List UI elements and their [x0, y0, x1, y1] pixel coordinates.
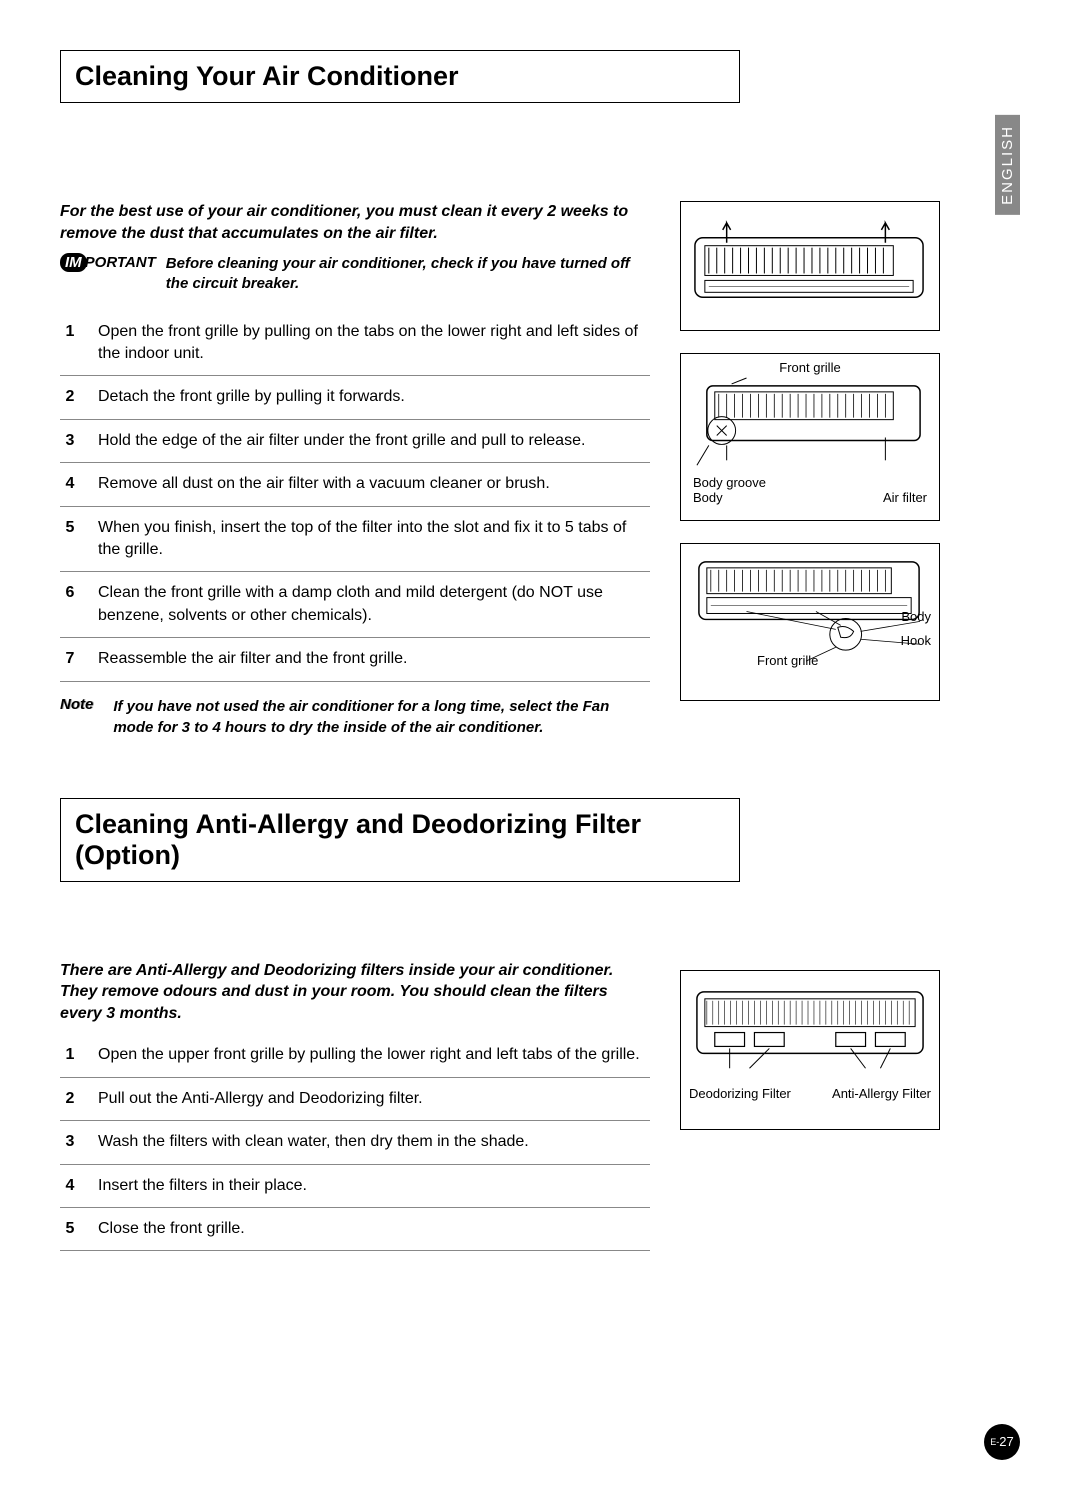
section-title: Cleaning Anti-Allergy and Deodorizing Fi… — [75, 809, 725, 871]
note-text: If you have not used the air conditioner… — [113, 696, 650, 738]
section-title-box: Cleaning Anti-Allergy and Deodorizing Fi… — [60, 798, 740, 882]
intro-text: There are Anti-Allergy and Deodorizing f… — [60, 960, 650, 1025]
step-row: 4 Insert the filters in their place. — [60, 1165, 650, 1208]
diagram-label: Body groove — [693, 475, 766, 491]
step-row: 3 Wash the filters with clean water, then… — [60, 1121, 650, 1164]
step-text: When you finish, insert the top of the f… — [98, 517, 650, 562]
step-text: Remove all dust on the air filter with a… — [98, 473, 650, 495]
step-row: 2 Pull out the Anti-Allergy and Deodorizi… — [60, 1078, 650, 1121]
step-number: 6 — [60, 582, 80, 627]
step-number: 1 — [60, 1044, 80, 1066]
step-text: Reassemble the air filter and the front … — [98, 648, 650, 670]
step-text: Insert the filters in their place. — [98, 1175, 650, 1197]
step-text: Open the upper front grille by pulling t… — [98, 1044, 650, 1066]
step-number: 4 — [60, 473, 80, 495]
step-row: 2 Detach the front grille by pulling it f… — [60, 376, 650, 419]
step-number: 2 — [60, 386, 80, 408]
diagram-label: Hook — [901, 633, 931, 649]
step-number: 7 — [60, 648, 80, 670]
step-number: 5 — [60, 1218, 80, 1240]
note-callout: Note If you have not used the air condit… — [60, 696, 650, 738]
reassemble-icon — [687, 550, 933, 667]
diagram-label: Body — [693, 490, 766, 506]
step-row: 6 Clean the front grille with a damp clot… — [60, 572, 650, 638]
step-text: Wash the filters with clean water, then … — [98, 1131, 650, 1153]
diagram-label: Deodorizing Filter — [689, 1086, 791, 1102]
section-cleaning: Cleaning Your Air Conditioner For the be… — [60, 50, 1020, 738]
diagram-label: Body — [901, 609, 931, 625]
step-number: 5 — [60, 517, 80, 562]
section-filter: Cleaning Anti-Allergy and Deodorizing Fi… — [60, 798, 1020, 1252]
step-row: 1 Open the front grille by pulling on the… — [60, 311, 650, 377]
section-title-box: Cleaning Your Air Conditioner — [60, 50, 740, 103]
diagram-ac-unit — [680, 201, 940, 331]
step-number: 1 — [60, 321, 80, 366]
diagram-label: Front grille — [779, 360, 840, 375]
step-text: Hold the edge of the air filter under th… — [98, 430, 650, 452]
step-row: 7 Reassemble the air filter and the front… — [60, 638, 650, 681]
diagram-reassemble: Body Hook Front grille — [680, 543, 940, 701]
diagram-label: Air filter — [883, 490, 927, 506]
step-row: 1 Open the upper front grille by pulling … — [60, 1034, 650, 1077]
important-callout: IMPORTANT Before cleaning your air condi… — [60, 254, 650, 295]
step-row: 5 Close the front grille. — [60, 1208, 650, 1251]
diagram-label: Anti-Allergy Filter — [832, 1086, 931, 1102]
step-text: Clean the front grille with a damp cloth… — [98, 582, 650, 627]
step-text: Close the front grille. — [98, 1218, 650, 1240]
step-text: Pull out the Anti-Allergy and Deodorizin… — [98, 1088, 650, 1110]
filters-icon — [687, 977, 933, 1086]
step-row: 4 Remove all dust on the air filter with … — [60, 463, 650, 506]
diagram-filters: Deodorizing Filter Anti-Allergy Filter — [680, 970, 940, 1130]
step-row: 5 When you finish, insert the top of the … — [60, 507, 650, 573]
step-number: 2 — [60, 1088, 80, 1110]
step-number: 4 — [60, 1175, 80, 1197]
grille-detach-icon — [687, 376, 933, 475]
steps-list-2: 1 Open the upper front grille by pulling … — [60, 1034, 650, 1251]
step-row: 3 Hold the edge of the air filter under t… — [60, 420, 650, 463]
important-text: Before cleaning your air conditioner, ch… — [166, 254, 650, 295]
intro-text: For the best use of your air conditioner… — [60, 201, 650, 244]
ac-unit-icon — [687, 208, 933, 325]
section-title: Cleaning Your Air Conditioner — [75, 61, 725, 92]
steps-list-1: 1 Open the front grille by pulling on the… — [60, 311, 650, 682]
step-text: Detach the front grille by pulling it fo… — [98, 386, 650, 408]
step-text: Open the front grille by pulling on the … — [98, 321, 650, 366]
step-number: 3 — [60, 430, 80, 452]
diagram-front-grille: Front grille Body — [680, 353, 940, 521]
language-tab: ENGLISH — [995, 115, 1020, 215]
diagram-label: Front grille — [757, 653, 818, 669]
important-label: IMPORTANT — [60, 254, 156, 295]
page-number-badge: E-27 — [984, 1424, 1020, 1460]
step-number: 3 — [60, 1131, 80, 1153]
note-label: Note — [60, 696, 93, 738]
